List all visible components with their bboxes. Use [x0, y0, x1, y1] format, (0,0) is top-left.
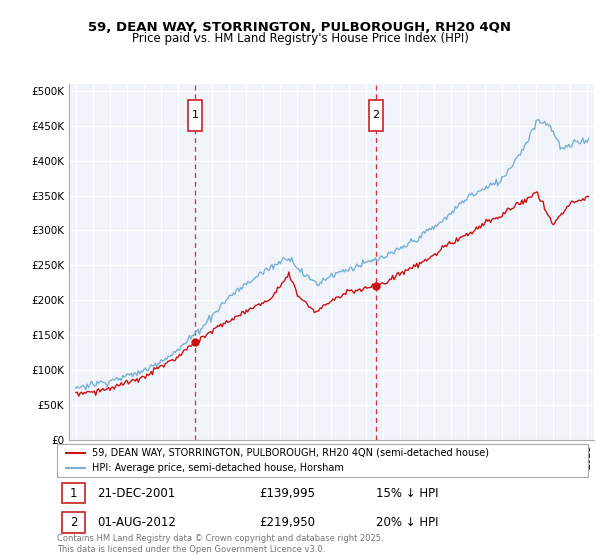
Text: 01-AUG-2012: 01-AUG-2012 [97, 516, 176, 529]
Text: £219,950: £219,950 [259, 516, 315, 529]
Text: 2: 2 [70, 516, 77, 529]
FancyBboxPatch shape [62, 512, 85, 533]
FancyBboxPatch shape [188, 100, 202, 130]
Text: 15% ↓ HPI: 15% ↓ HPI [376, 487, 438, 500]
Text: Contains HM Land Registry data © Crown copyright and database right 2025.: Contains HM Land Registry data © Crown c… [57, 534, 383, 543]
FancyBboxPatch shape [369, 100, 383, 130]
Text: This data is licensed under the Open Government Licence v3.0.: This data is licensed under the Open Gov… [57, 545, 325, 554]
Text: 59, DEAN WAY, STORRINGTON, PULBOROUGH, RH20 4QN: 59, DEAN WAY, STORRINGTON, PULBOROUGH, R… [89, 21, 511, 34]
Text: 1: 1 [191, 110, 199, 120]
FancyBboxPatch shape [62, 483, 85, 503]
Text: HPI: Average price, semi-detached house, Horsham: HPI: Average price, semi-detached house,… [92, 463, 343, 473]
Text: 20% ↓ HPI: 20% ↓ HPI [376, 516, 438, 529]
Text: 21-DEC-2001: 21-DEC-2001 [97, 487, 175, 500]
Text: Price paid vs. HM Land Registry's House Price Index (HPI): Price paid vs. HM Land Registry's House … [131, 32, 469, 45]
Text: 2: 2 [372, 110, 379, 120]
Text: 59, DEAN WAY, STORRINGTON, PULBOROUGH, RH20 4QN (semi-detached house): 59, DEAN WAY, STORRINGTON, PULBOROUGH, R… [92, 447, 488, 458]
Text: 1: 1 [70, 487, 77, 500]
Text: £139,995: £139,995 [259, 487, 315, 500]
